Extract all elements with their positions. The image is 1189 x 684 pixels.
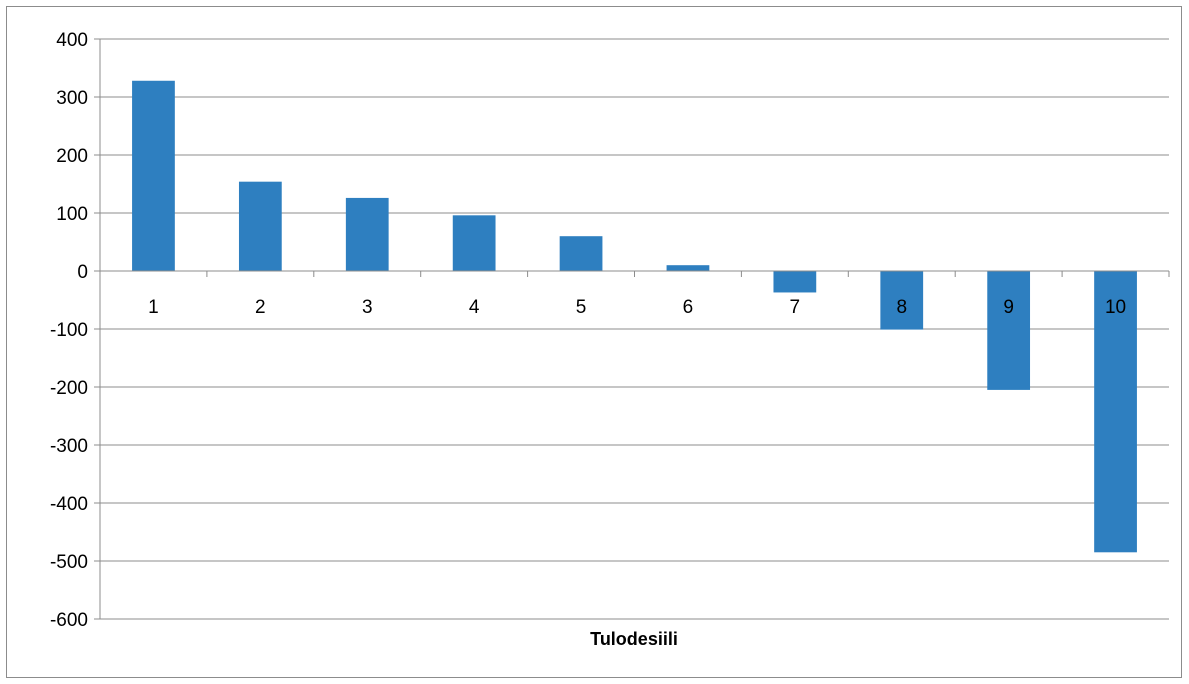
x-tick-label: 5 [576, 297, 587, 318]
bar-4 [452, 215, 496, 271]
bar-2 [238, 181, 282, 271]
bar-6 [666, 265, 710, 271]
bar-8 [880, 271, 924, 330]
bar-9 [987, 271, 1031, 390]
x-tick-label: 1 [148, 297, 159, 318]
bars [132, 80, 1137, 553]
y-tick-label: 0 [77, 262, 88, 283]
chart-frame [6, 6, 1182, 678]
x-tick-label: 2 [255, 297, 266, 318]
bar-5 [559, 236, 603, 271]
y-tick-label: -300 [50, 436, 88, 457]
y-tick-label: -200 [50, 378, 88, 399]
y-tick-label: -500 [50, 552, 88, 573]
bar-3 [345, 197, 389, 271]
x-axis-title: Tulodesiili [590, 629, 678, 649]
axes [94, 38, 1170, 620]
y-tick-label: -100 [50, 320, 88, 341]
x-tick-label: 10 [1105, 297, 1126, 318]
y-tick-labels: 400 300 200 100 0 -100 -200 -300 -400 -500 -600 [50, 30, 88, 631]
y-tick-label: -600 [50, 610, 88, 631]
y-tick-label: 100 [56, 204, 88, 225]
y-tick-label: 200 [56, 146, 88, 167]
y-tick-label: -400 [50, 494, 88, 515]
x-tick-label: 8 [896, 297, 907, 318]
x-tick-label: 4 [469, 297, 480, 318]
y-tick-label: 300 [56, 88, 88, 109]
x-tick-label: 3 [362, 297, 373, 318]
x-tick-label: 7 [790, 297, 801, 318]
bar-10 [1094, 271, 1137, 553]
x-tick-labels: 1 2 3 4 5 6 7 8 9 10 [148, 297, 1126, 318]
x-tick-label: 6 [683, 297, 694, 318]
bar-1 [132, 80, 175, 271]
bar-7 [773, 271, 817, 293]
x-tick-label: 9 [1003, 297, 1014, 318]
y-tick-label: 400 [56, 30, 88, 51]
